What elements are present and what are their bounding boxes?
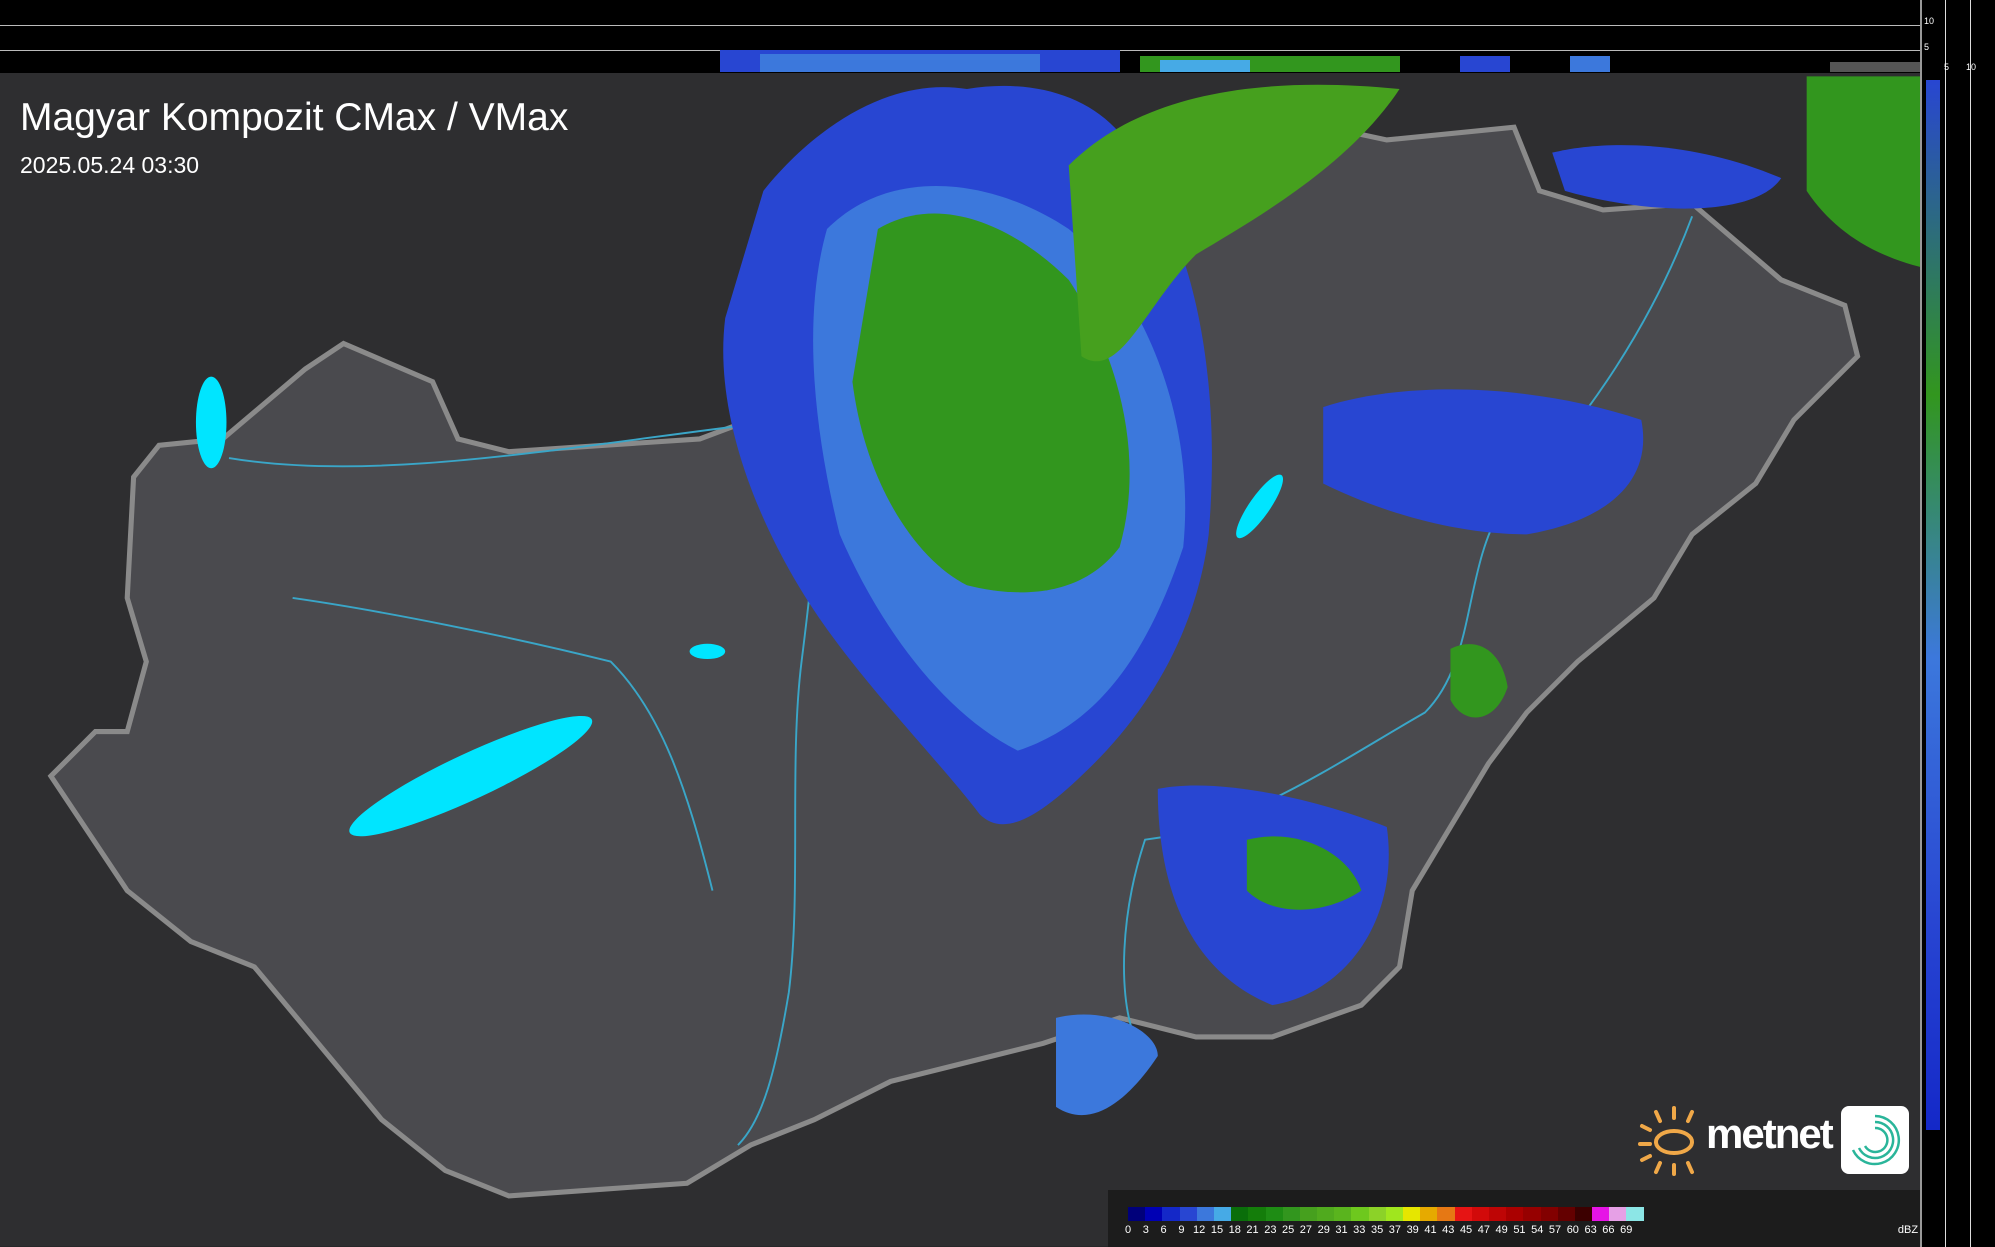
legend-swatch xyxy=(1626,1207,1644,1221)
legend-label: 66 xyxy=(1602,1224,1615,1236)
legend-swatch xyxy=(1523,1207,1541,1221)
legend-label: 29 xyxy=(1317,1224,1330,1236)
legend-label: 39 xyxy=(1406,1224,1419,1236)
legend-swatch xyxy=(1213,1207,1232,1221)
legend-label: 27 xyxy=(1299,1224,1313,1236)
top-profile-strip xyxy=(0,0,1920,73)
legend-swatch xyxy=(1282,1207,1300,1221)
legend-swatch xyxy=(1179,1207,1197,1221)
legend-label: 47 xyxy=(1477,1224,1490,1236)
legend-swatch xyxy=(1403,1207,1421,1221)
legend-swatch xyxy=(1540,1207,1558,1221)
scale-label: 10 xyxy=(1966,62,1977,72)
lake-neusiedl xyxy=(195,376,227,469)
legend-swatch xyxy=(1506,1207,1524,1221)
logo-text: metnet xyxy=(1706,1110,1834,1157)
legend-label: 6 xyxy=(1160,1224,1167,1236)
legend-label: 49 xyxy=(1495,1224,1508,1236)
legend-label: 37 xyxy=(1388,1224,1402,1236)
side-radar-profile xyxy=(1926,80,1940,1130)
legend-label: 45 xyxy=(1459,1224,1473,1236)
legend-label: 25 xyxy=(1282,1224,1295,1236)
metnet-logo: metnet xyxy=(1636,1104,1911,1176)
timestamp: 2025.05.24 03:30 xyxy=(20,152,200,178)
legend-swatch xyxy=(1574,1207,1593,1221)
legend-swatch xyxy=(1231,1207,1249,1221)
precipitation xyxy=(723,76,1922,1116)
scale-line-10 xyxy=(0,25,1920,26)
legend-label: 18 xyxy=(1228,1224,1241,1236)
right-profile-strip: 10 5 5 10 xyxy=(1920,0,1995,1247)
legend-label: 54 xyxy=(1531,1224,1544,1236)
scale-label: 10 xyxy=(1924,16,1935,26)
swirl-icon xyxy=(1841,1106,1909,1174)
scale-line-5 xyxy=(1945,0,1946,1247)
legend-label: 41 xyxy=(1424,1224,1437,1236)
legend-label: 63 xyxy=(1584,1224,1597,1236)
map-canvas xyxy=(0,0,1922,1247)
legend-labels: 0 3 6 9 12 15 18 21 23 25 27 29 31 33 35 37 39 41 43 45 47 49… xyxy=(1118,1224,1918,1238)
scale-label: 5 xyxy=(1944,62,1950,72)
scale-label: 5 xyxy=(1924,42,1930,52)
legend-label: 51 xyxy=(1513,1224,1526,1236)
scale-divider xyxy=(1920,0,1922,1247)
legend-swatch xyxy=(1334,1207,1352,1221)
top-radar-profile xyxy=(720,50,1920,72)
legend-swatch xyxy=(1145,1207,1163,1221)
dbz-legend: 0 3 6 9 12 15 18 21 23 25 27 29 31 33 35 37 39 41 43 45 47 49… xyxy=(1108,1190,1920,1247)
legend-label: 21 xyxy=(1246,1224,1259,1236)
legend-swatch xyxy=(1248,1207,1266,1221)
legend-swatch xyxy=(1128,1207,1146,1221)
legend-unit: dBZ xyxy=(1897,1224,1919,1236)
legend-swatch xyxy=(1592,1207,1610,1221)
legend-swatch xyxy=(1557,1207,1575,1221)
lake-balaton xyxy=(349,715,593,837)
map-title: Magyar Kompozit CMax / VMax xyxy=(20,96,569,139)
legend-label: 12 xyxy=(1193,1224,1206,1236)
legend-label: 57 xyxy=(1548,1224,1562,1236)
legend-label: 9 xyxy=(1178,1224,1185,1236)
legend-swatch xyxy=(1454,1207,1472,1221)
legend-swatch xyxy=(1420,1207,1438,1221)
legend-swatch xyxy=(1196,1207,1214,1221)
legend-label: 60 xyxy=(1566,1224,1579,1236)
legend-swatch xyxy=(1488,1207,1507,1221)
legend-swatch xyxy=(1609,1207,1627,1221)
legend-label: 33 xyxy=(1353,1224,1366,1236)
legend-swatch xyxy=(1317,1207,1335,1221)
legend-label: 35 xyxy=(1370,1224,1384,1236)
legend-label: 3 xyxy=(1142,1224,1149,1236)
legend-swatch xyxy=(1368,1207,1386,1221)
lakes xyxy=(195,376,1284,837)
legend-label: 15 xyxy=(1210,1224,1224,1236)
legend-label: 31 xyxy=(1335,1224,1348,1236)
legend-swatch xyxy=(1162,1207,1180,1221)
legend-swatch xyxy=(1471,1207,1489,1221)
sun-icon xyxy=(1638,1106,1694,1176)
legend-swatch xyxy=(1265,1207,1283,1221)
legend-swatch xyxy=(1351,1207,1369,1221)
legend-swatch xyxy=(1385,1207,1403,1221)
legend-label: 43 xyxy=(1442,1224,1455,1236)
scale-line-10 xyxy=(1970,0,1971,1247)
radar-map[interactable] xyxy=(0,0,1922,1247)
legend-swatch xyxy=(1437,1207,1455,1221)
legend-label: 0 xyxy=(1124,1224,1132,1236)
legend-label: 69 xyxy=(1620,1224,1633,1236)
legend-swatches xyxy=(1128,1207,1644,1221)
legend-label: 23 xyxy=(1264,1224,1277,1236)
legend-swatch xyxy=(1299,1207,1318,1221)
